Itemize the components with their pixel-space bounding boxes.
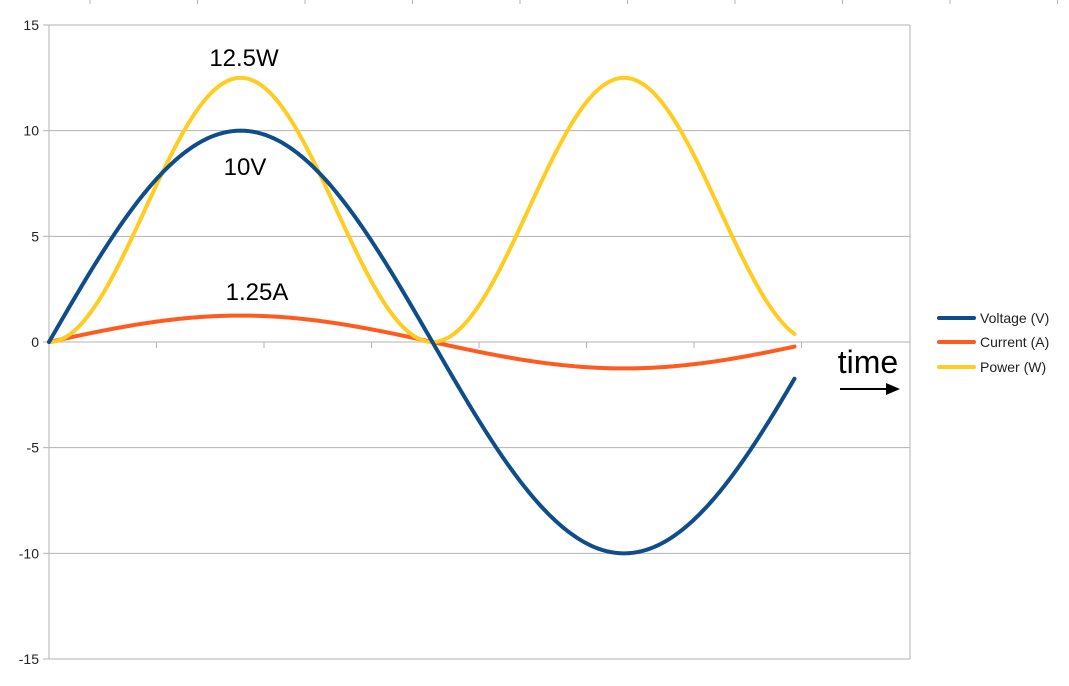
legend-item-voltage: Voltage (V) [937,310,1049,326]
y-tick-label: -5 [27,440,40,456]
time-arrow-icon [840,383,900,395]
time-label: time [838,344,898,380]
legend-label-voltage: Voltage (V) [980,310,1049,326]
y-tick-label: 15 [23,17,39,33]
legend-label-current: Current (A) [980,334,1049,350]
annotation-voltage-peak: 10V [224,154,267,181]
y-tick-label: 0 [31,334,39,350]
annotation-current-peak: 1.25A [226,279,289,306]
y-tick-label: 10 [23,123,39,139]
legend: Voltage (V) Current (A) Power (W) [937,310,1049,375]
legend-item-current: Current (A) [937,334,1049,350]
legend-item-power: Power (W) [937,359,1046,375]
plot-area: 15 10 5 0 -5 -10 -15 [19,0,1058,667]
series-line-voltage [47,128,797,556]
legend-label-power: Power (W) [980,359,1046,375]
annotation-power-peak: 12.5W [209,45,279,72]
series-line-power [47,75,797,344]
y-tick-label: -15 [19,651,39,667]
y-tick-label: -10 [19,545,39,561]
y-tick-label: 5 [31,228,39,244]
